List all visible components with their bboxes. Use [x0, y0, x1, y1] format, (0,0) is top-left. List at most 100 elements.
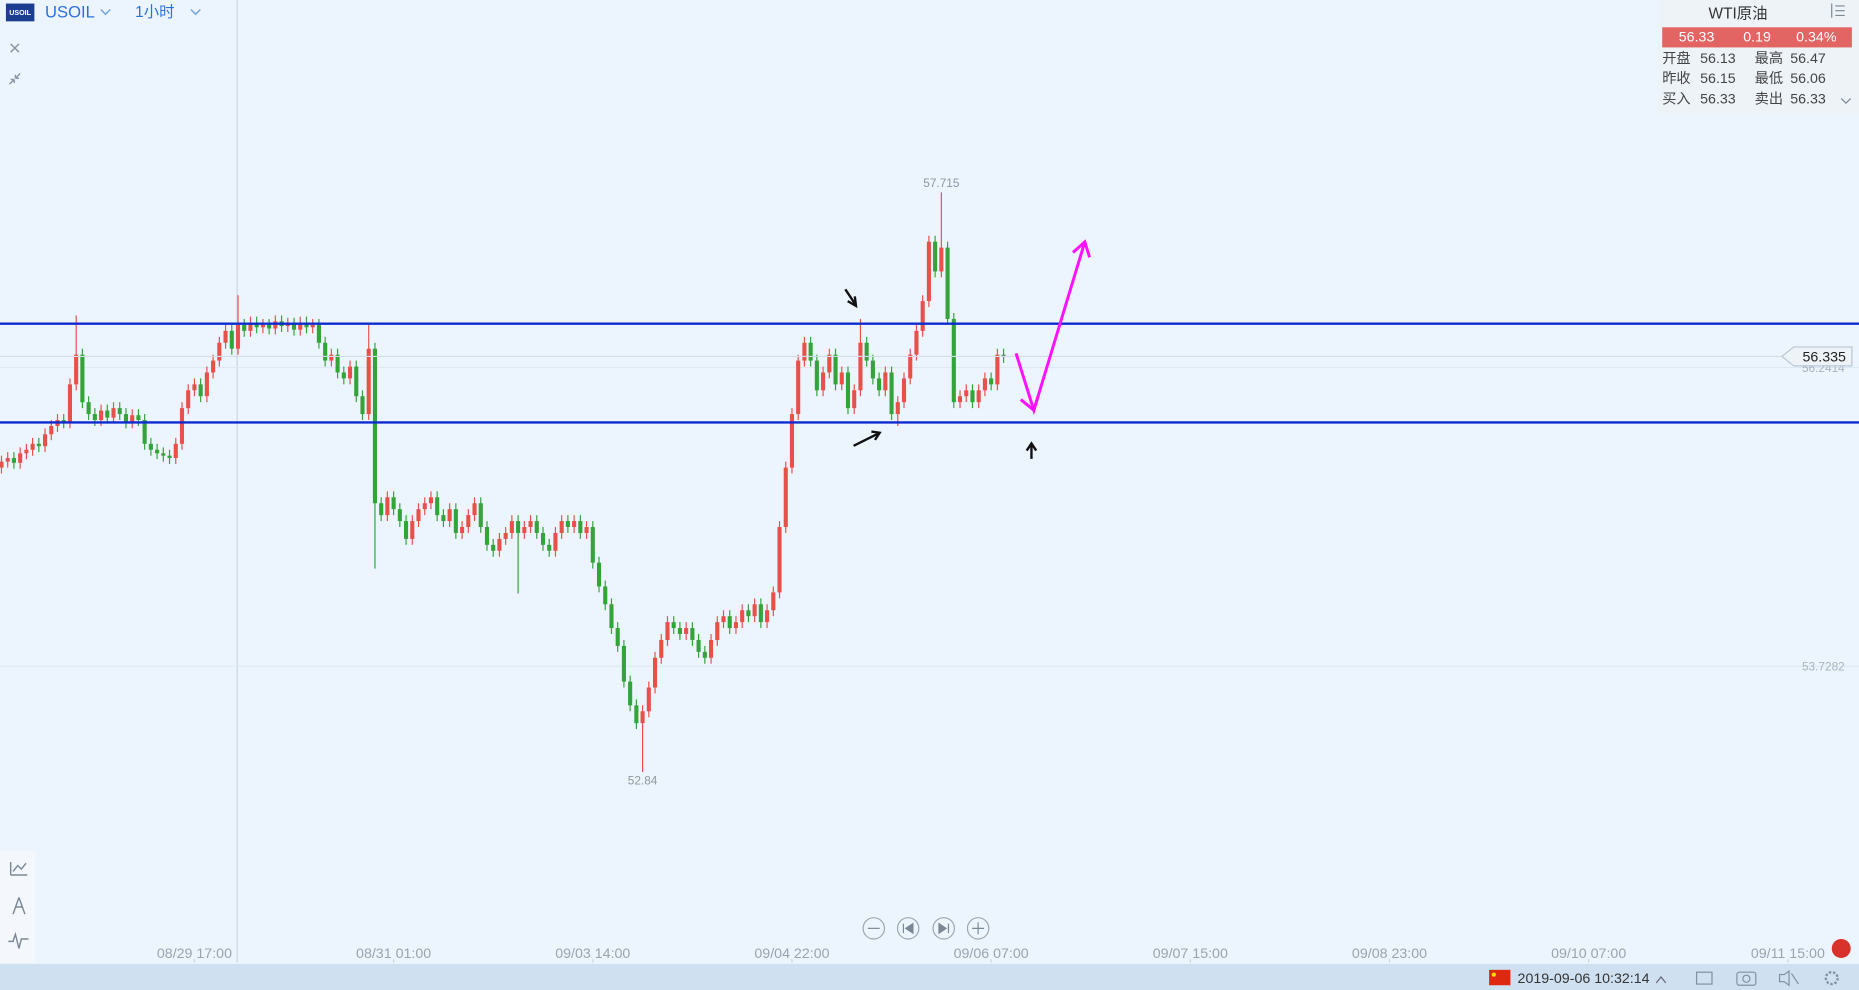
candle-body [603, 586, 608, 605]
candle-body [360, 396, 365, 415]
candle-body [814, 360, 819, 391]
candle-body [559, 521, 564, 533]
expand-button[interactable] [1840, 97, 1852, 104]
x-tick-label: 09/03 14:00 [555, 946, 630, 962]
candle-body [690, 628, 695, 640]
candle-body [914, 330, 919, 355]
candle-body [323, 342, 328, 361]
interval-select[interactable]: 1小时 [135, 3, 201, 21]
candle-body [491, 544, 496, 551]
screenshot-button[interactable] [1736, 971, 1757, 986]
wave-button[interactable] [8, 931, 29, 949]
candle-body [329, 354, 334, 361]
sound-button[interactable] [1778, 969, 1800, 987]
candle-body [870, 360, 875, 379]
candle-body [397, 509, 402, 522]
candle-body [771, 592, 776, 611]
panel-bg [1657, 0, 1859, 114]
candle-body [752, 604, 757, 617]
quote-panel: WTI原油 56.33 0.19 0.34% 开盘 56.13 最高 56.47 昨收 5… [1657, 0, 1859, 114]
candle-body [821, 372, 826, 391]
quote-change-percent: 0.34% [1796, 30, 1837, 46]
candle-body [926, 241, 931, 302]
candle-body [86, 402, 91, 415]
close-button[interactable] [10, 43, 20, 53]
candle-body [652, 657, 658, 688]
x-tick-label: 09/08 23:00 [1352, 946, 1427, 962]
indicator-button[interactable] [9, 861, 28, 876]
candle-body [49, 425, 54, 435]
candle-body [24, 449, 29, 454]
candle-body [901, 378, 907, 403]
window-button[interactable] [1695, 971, 1713, 985]
header: USOIL USOIL 1小时 [5, 2, 201, 85]
candle-body [235, 324, 241, 349]
candle-body [304, 322, 309, 328]
flag [1489, 969, 1511, 986]
candle-body [989, 378, 994, 385]
settings-button[interactable] [1824, 971, 1839, 986]
quote-label: 最高 [1755, 50, 1783, 67]
drawing-button[interactable] [12, 897, 26, 915]
candle-body [466, 515, 471, 528]
candle-body [516, 521, 521, 533]
candle-body [727, 616, 732, 629]
candle-body [684, 628, 689, 635]
x-tick-label: 09/07 15:00 [1153, 946, 1228, 962]
candle-body [161, 453, 166, 456]
candle-body [497, 538, 502, 551]
candle-body [61, 420, 66, 423]
quote-value: 56.15 [1700, 71, 1736, 87]
symbol-select[interactable]: USOIL [45, 2, 111, 21]
candle-body [964, 390, 969, 397]
candle-body [242, 324, 247, 331]
quote-label: 买入 [1662, 90, 1690, 107]
collapse-button[interactable] [8, 73, 21, 85]
go-end[interactable] [932, 917, 955, 940]
candle-body [540, 532, 546, 545]
candle-body [572, 521, 577, 528]
candle-body [410, 521, 415, 539]
candle-body [117, 408, 122, 415]
candle-body [136, 415, 141, 421]
candle-body [864, 342, 869, 361]
candle-body [472, 503, 477, 516]
candle-body [422, 503, 427, 510]
quote-value: 56.06 [1790, 71, 1826, 87]
zoom-out[interactable] [862, 917, 886, 940]
go-start[interactable] [896, 917, 920, 940]
pointer-arrow [853, 430, 882, 447]
candle-body [889, 372, 894, 415]
timestamp: 2019-09-06 10:32:14 [1518, 971, 1650, 987]
candle-body [248, 322, 253, 331]
interval[interactable]: 1小时 [135, 3, 174, 21]
candle-body [316, 324, 321, 343]
symbol[interactable]: USOIL [45, 2, 95, 21]
alert-button[interactable] [1831, 939, 1851, 958]
candle-body [260, 324, 265, 328]
candle-body [528, 521, 533, 528]
candle-body [347, 366, 353, 379]
candle-body [659, 639, 664, 658]
candle-body [796, 360, 801, 415]
status-bar: 2019-09-06 10:32:14 [0, 939, 1859, 990]
current-price-tag [1780, 346, 1853, 367]
annotations [844, 239, 1091, 459]
status-expand[interactable] [1655, 976, 1667, 984]
zoom-in[interactable] [966, 917, 990, 940]
panel-menu[interactable] [1831, 3, 1845, 18]
candle-body [372, 348, 377, 504]
pointer-arrow [1025, 441, 1038, 459]
candle-body [777, 527, 782, 593]
candle-body [428, 497, 434, 504]
candle-body [123, 414, 129, 423]
candle-body [634, 705, 639, 724]
quote-price: 56.33 [1679, 30, 1715, 46]
candle-body [310, 324, 315, 328]
candle-body [534, 521, 539, 533]
candle-body [590, 527, 595, 563]
candle-body [715, 622, 720, 640]
x-tick-label: 09/11 15:00 [1751, 946, 1825, 962]
